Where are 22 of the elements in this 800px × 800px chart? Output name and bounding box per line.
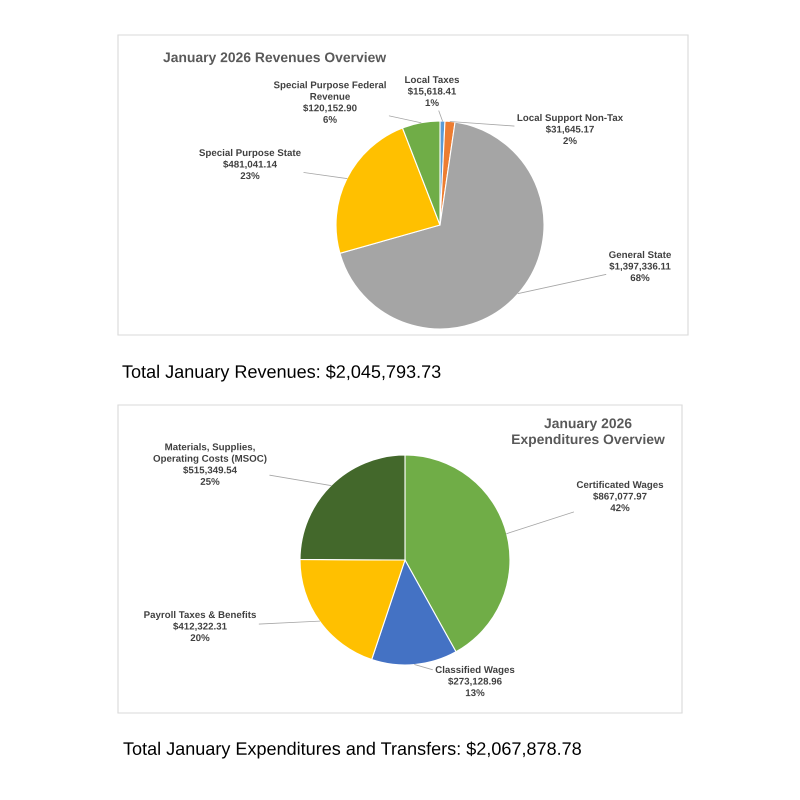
slice-label: Classified Wages (436, 666, 514, 676)
data-label: $1,397,336.11 68% (609, 262, 671, 282)
data-label: $31,645.17 2% (546, 125, 594, 144)
data-label: $412,322.31 20% (173, 622, 227, 642)
chart-title: January 2026 Revenues Overview (163, 52, 386, 65)
slice-label: Local Support Non-Tax (518, 114, 624, 124)
data-label: $867,077.97 42% (593, 492, 647, 512)
text: Total January Expenditures and Transfers: $2,067,878.78 (123, 741, 581, 759)
data-label: $273,128.96 13% (448, 677, 502, 696)
slice-label: Materials, Supplies, Operating Costs (MSOC) (153, 443, 267, 464)
slice-label: Special Purpose Federal Revenue (274, 81, 386, 100)
data-label: $515,349.54 25% (183, 466, 237, 485)
text: Total January Revenues: $2,045,793.73 (122, 364, 440, 382)
slice-label: Payroll Taxes & Benefits (144, 610, 256, 620)
slice-label: General State (609, 250, 672, 258)
chart-title: January 2026 Expenditures Overview (512, 418, 665, 447)
slice-label: Local Taxes (405, 76, 460, 84)
slice-label: Special Purpose State (199, 148, 301, 158)
data-label: $120,152.90 6% (303, 104, 357, 123)
data-label: $15,618.41 1% (408, 87, 456, 106)
data-label: $481,041.14 23% (223, 160, 277, 180)
slice-label: Certificated Wages (576, 480, 664, 490)
